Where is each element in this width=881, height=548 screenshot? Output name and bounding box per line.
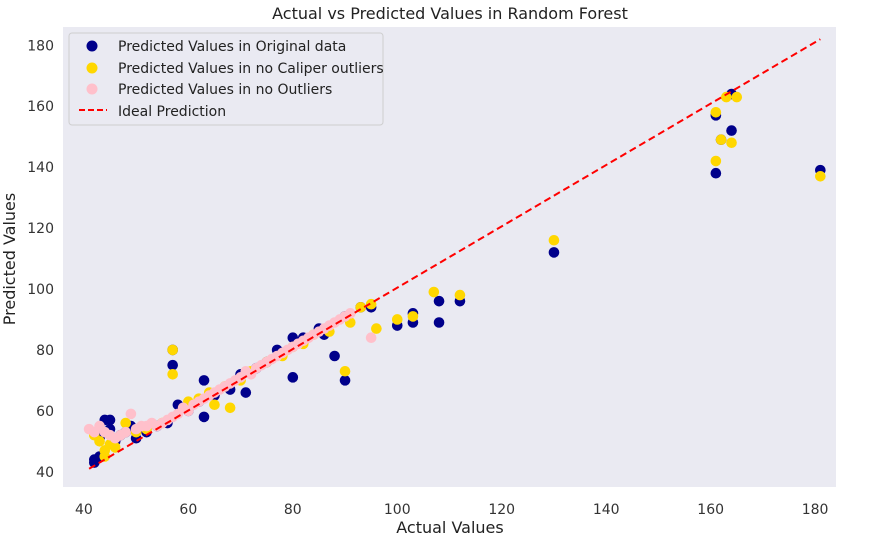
legend-box	[68, 32, 384, 126]
data-point-series-1	[198, 411, 210, 423]
legend-label-no-caliper: Predicted Values in no Caliper outliers	[118, 61, 384, 77]
x-tick-label: 100	[384, 502, 411, 518]
data-point-series-2	[391, 314, 403, 325]
data-point-series-2	[731, 91, 743, 103]
data-point-series-2	[99, 451, 111, 462]
x-tick-label: 180	[802, 502, 829, 518]
legend-label-original: Predicted Values in Original data	[118, 39, 346, 55]
data-point-series-2	[726, 137, 737, 149]
y-tick-label: 60	[36, 404, 54, 420]
x-axis-ticks: 40 60 80 100 120 140 160 180	[75, 502, 828, 518]
data-point-series-1	[198, 375, 210, 386]
data-point-series-1	[433, 317, 445, 328]
data-point-series-2	[721, 91, 732, 103]
data-point-series-1	[240, 387, 252, 398]
legend-marker-no-outliers	[86, 83, 98, 95]
chart-title: Actual vs Predicted Values in Random For…	[272, 4, 628, 23]
legend-marker-original	[86, 40, 98, 52]
data-point-series-1	[167, 359, 178, 371]
data-points	[83, 88, 826, 468]
data-point-series-1	[710, 167, 722, 179]
legend-marker-no-caliper	[86, 62, 98, 74]
y-tick-label: 140	[27, 160, 54, 176]
data-point-series-2	[407, 311, 419, 322]
data-point-series-2	[109, 442, 121, 453]
y-tick-label: 160	[27, 99, 54, 115]
data-point-series-2	[371, 323, 382, 334]
y-axis-ticks: 40 60 80 100 120 140 160 180	[27, 38, 54, 480]
data-point-series-1	[433, 295, 445, 307]
data-point-series-2	[710, 155, 722, 167]
y-tick-label: 120	[27, 221, 54, 237]
data-point-series-2	[120, 417, 131, 429]
y-tick-label: 100	[27, 282, 54, 298]
y-tick-label: 180	[27, 38, 54, 54]
legend-label-no-outliers: Predicted Values in no Outliers	[118, 82, 332, 98]
data-point-series-3	[365, 332, 377, 344]
data-point-series-2	[715, 134, 727, 146]
data-point-series-2	[548, 234, 560, 246]
x-axis-title: Actual Values	[396, 518, 503, 537]
data-point-series-2	[428, 286, 440, 298]
data-point-series-1	[287, 372, 299, 383]
data-point-series-2	[339, 365, 351, 377]
data-point-series-2	[815, 170, 826, 182]
x-tick-label: 160	[697, 502, 724, 518]
data-point-series-1	[104, 414, 116, 426]
x-tick-label: 120	[488, 502, 515, 518]
data-point-series-2	[167, 368, 178, 380]
x-tick-label: 40	[75, 502, 93, 518]
legend: Predicted Values in Original data Predic…	[68, 32, 384, 126]
x-tick-label: 60	[179, 502, 197, 518]
x-tick-label: 140	[593, 502, 620, 518]
data-point-series-1	[339, 375, 351, 386]
data-point-series-2	[454, 289, 466, 301]
data-point-series-2	[94, 436, 105, 447]
data-point-series-2	[167, 344, 178, 356]
data-point-series-1	[329, 350, 340, 362]
x-tick-label: 80	[284, 502, 302, 518]
data-point-series-2	[224, 402, 236, 414]
data-point-series-1	[548, 247, 560, 258]
y-axis-title: Predicted Values	[0, 193, 19, 325]
y-tick-label: 80	[36, 343, 54, 359]
data-point-series-2	[209, 399, 220, 411]
data-point-series-1	[726, 125, 737, 136]
data-point-series-3	[120, 426, 131, 438]
ideal-prediction-line	[88, 38, 821, 470]
data-point-series-2	[710, 106, 722, 118]
y-tick-label: 40	[36, 465, 54, 481]
legend-label-ideal: Ideal Prediction	[118, 104, 226, 120]
data-point-series-3	[125, 408, 137, 420]
